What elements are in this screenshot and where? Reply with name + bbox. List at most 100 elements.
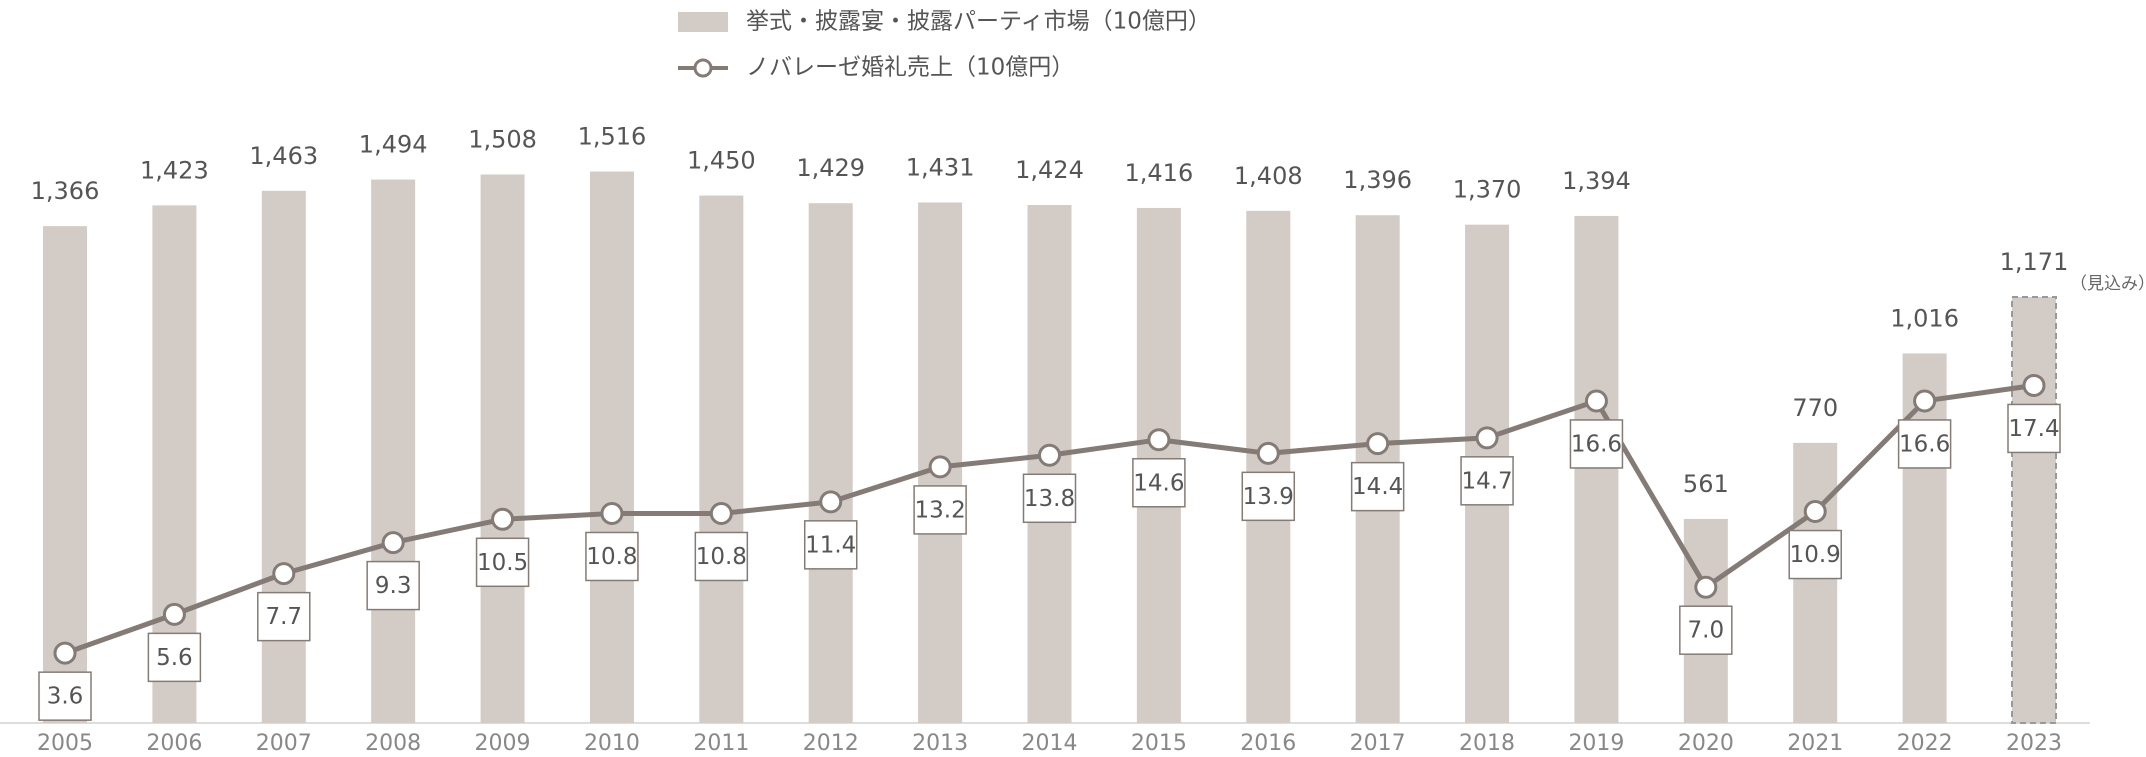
line-label-box: [1241, 471, 1296, 522]
x-tick-label: 2006: [146, 731, 202, 756]
line-value-label: 10.8: [586, 544, 637, 570]
x-tick-label: 2022: [1897, 731, 1953, 756]
line-marker: [1256, 441, 1280, 465]
line-label-box: [1132, 458, 1186, 508]
line-marker: [1475, 426, 1499, 450]
line-label-box: [2007, 403, 2061, 454]
x-tick-label: 2021: [1787, 731, 1843, 756]
line-label-box: [1569, 419, 1624, 469]
line-marker: [819, 490, 843, 514]
line-marker: [381, 531, 405, 555]
bar: [808, 203, 853, 724]
line-marker: [1913, 389, 1937, 413]
x-tick-label: 2009: [475, 731, 531, 756]
bar: [1793, 442, 1838, 723]
x-tick-label: 2023: [2006, 731, 2062, 756]
line-marker: [272, 562, 296, 586]
line-value-label: 9.3: [375, 573, 412, 599]
line-value-label: 10.9: [1790, 542, 1841, 568]
bar-value-label: 1,423: [140, 156, 209, 184]
bar-value-label: 1,394: [1562, 167, 1631, 195]
bar: [480, 174, 525, 724]
bar: [371, 179, 416, 723]
bar-value-label: 1,416: [1125, 159, 1194, 187]
line-label-box: [913, 485, 967, 535]
x-tick-label: 2008: [365, 731, 421, 756]
x-tick-label: 2015: [1131, 731, 1187, 756]
bar: [261, 190, 306, 724]
bar: [699, 195, 744, 723]
bar-value-label: 561: [1683, 470, 1729, 498]
line-value-label: 11.4: [805, 532, 856, 558]
x-tick-label: 2013: [912, 731, 968, 756]
line-label-box: [1897, 419, 1952, 469]
bar-value-label: 770: [1792, 394, 1838, 422]
bar: [589, 171, 634, 723]
bar-value-label: 1,366: [31, 177, 100, 205]
bar: [2012, 297, 2056, 723]
line-label-box: [1350, 461, 1405, 512]
x-tick-label: 2019: [1568, 731, 1624, 756]
line-value-label: 16.6: [1571, 431, 1622, 457]
line-value-label: 5.6: [156, 645, 193, 671]
line-value-label: 7.0: [1688, 618, 1725, 644]
bar-value-label: 1,424: [1015, 156, 1084, 184]
bar-value-label: 1,370: [1453, 176, 1522, 204]
line-label-box: [803, 520, 858, 570]
line-marker: [600, 501, 624, 525]
line-value-label: 14.7: [1461, 468, 1512, 494]
line-marker: [1147, 428, 1171, 452]
bar-value-label: 1,396: [1343, 166, 1412, 194]
line-label-box: [1022, 473, 1077, 524]
x-tick-label: 2018: [1459, 731, 1515, 756]
line-marker: [491, 507, 515, 531]
bar-value-label: 1,429: [796, 154, 865, 182]
line-value-label: 17.4: [2008, 416, 2059, 442]
line-marker: [2022, 373, 2046, 397]
x-tick-label: 2007: [256, 731, 312, 756]
bar-value-label: 1,508: [468, 125, 537, 153]
line-value-label: 7.7: [265, 604, 302, 630]
x-tick-label: 2017: [1350, 731, 1406, 756]
bar-value-label: 1,494: [359, 131, 428, 159]
x-tick-label: 2020: [1678, 731, 1734, 756]
line-marker: [928, 455, 952, 479]
line-label-box: [585, 531, 639, 582]
line-marker: [709, 501, 733, 525]
line-label-box: [1788, 529, 1842, 580]
bar: [43, 226, 87, 723]
line-label-box: [475, 537, 530, 588]
line-marker: [162, 602, 186, 626]
line-marker: [1803, 500, 1827, 524]
bar-value-label: 1,516: [578, 123, 647, 151]
x-tick-label: 2014: [1022, 731, 1078, 756]
line-value-label: 14.6: [1133, 470, 1184, 496]
legend-marker: [693, 58, 713, 78]
bar-value-label: 1,431: [906, 153, 975, 181]
line-label-box: [1460, 456, 1514, 506]
bar-value-label: 1,408: [1234, 162, 1303, 190]
line-value-label: 13.2: [915, 497, 966, 523]
bar: [1246, 210, 1291, 724]
line-marker: [53, 641, 77, 665]
x-tick-label: 2016: [1240, 731, 1296, 756]
line-label-box: [1679, 605, 1733, 655]
legend-swatch: [678, 12, 728, 32]
bar-value-label: 1,463: [249, 142, 318, 170]
estimate-outline: [2011, 296, 2057, 724]
x-tick-label: 2010: [584, 731, 640, 756]
legend-label: ノバレーゼ婚礼売上（10億円）: [746, 55, 1074, 81]
line-marker: [1366, 432, 1390, 456]
line-marker: [1584, 389, 1608, 413]
bar-value-label: 1,016: [1890, 304, 1959, 332]
line-label-box: [694, 531, 749, 582]
x-tick-label: 2005: [37, 731, 93, 756]
line-value-label: 3.6: [47, 684, 84, 710]
line-value-label: 16.6: [1899, 431, 1950, 457]
x-tick-label: 2011: [693, 731, 749, 756]
line-marker: [1038, 443, 1061, 467]
bar: [1574, 215, 1619, 723]
line-label-box: [38, 671, 92, 721]
legend-label: 挙式・披露宴・披露パーティ市場（10億円）: [746, 9, 1211, 35]
